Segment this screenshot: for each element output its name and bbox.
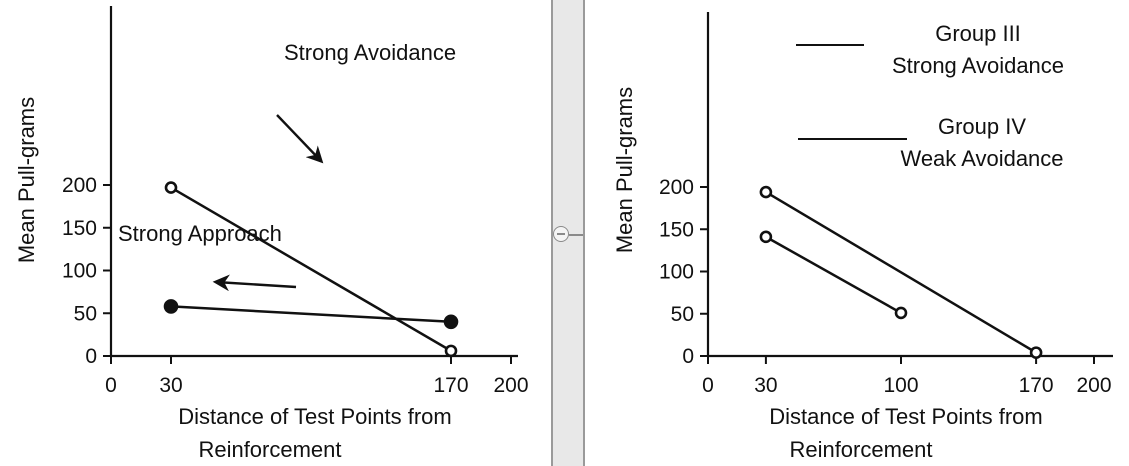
series-label: Group IV	[938, 114, 1026, 139]
x-axis-title-line2: Reinforcement	[198, 437, 341, 462]
left-chart-panel: 0 50 100 150 200 0 30 170 200 Distance of Test Po…	[0, 0, 551, 466]
data-point	[759, 230, 773, 244]
y-tick-label: 100	[62, 260, 97, 283]
x-tick-label: 200	[1076, 374, 1111, 397]
x-tick-label: 30	[754, 374, 777, 397]
data-point	[759, 185, 773, 199]
x-tick-label: 170	[1019, 374, 1054, 397]
y-tick-label: 150	[659, 218, 694, 241]
data-point	[164, 181, 178, 194]
series-label: Group III	[935, 21, 1021, 46]
x-tick-label: 100	[883, 374, 918, 397]
x-tick-label: 0	[702, 374, 714, 397]
y-tick-label: 150	[62, 217, 97, 240]
data-point	[1029, 346, 1043, 359]
splitter-left-edge	[551, 0, 553, 466]
right-chart-panel: 0 50 100 150 200 0 30 100 170 200 Distance of Test…	[585, 0, 1129, 466]
series-line	[170, 305, 452, 324]
approach-avoidance-chart: 0 50 100 150 200 0 30 170 200 Distance of Test Po…	[14, 6, 529, 462]
y-tick-label: 200	[62, 174, 97, 197]
splitter-right-edge	[583, 0, 585, 466]
x-tick-label: 30	[159, 374, 182, 397]
series-label: Strong Avoidance	[892, 53, 1064, 78]
x-axis-title: Distance of Test Points from	[178, 404, 452, 429]
y-tick-label: 0	[682, 345, 694, 368]
y-tick-label: 50	[671, 303, 694, 326]
x-axis-title-line2: Reinforcement	[789, 437, 932, 462]
x-tick-label: 0	[105, 374, 117, 397]
series-line	[170, 186, 452, 352]
x-tick-label: 170	[433, 374, 468, 397]
series-label: Strong Approach	[118, 221, 282, 246]
y-axis-title: Mean Pull-grams	[14, 97, 39, 263]
direction-arrow	[276, 114, 324, 164]
series-line	[765, 190, 1037, 354]
data-point	[163, 299, 179, 314]
y-tick-label: 100	[659, 261, 694, 284]
data-point	[443, 314, 459, 330]
direction-arrow	[212, 274, 297, 292]
y-tick-label: 200	[659, 176, 694, 199]
y-axis-title: Mean Pull-grams	[612, 87, 637, 253]
y-tick-label: 0	[85, 345, 97, 368]
series-line	[765, 235, 902, 314]
avoidance-groups-chart: 0 50 100 150 200 0 30 100 170 200 Distance of Test…	[612, 12, 1113, 462]
series-label: Strong Avoidance	[284, 40, 456, 65]
x-tick-label: 200	[493, 374, 528, 397]
data-point	[894, 306, 908, 320]
x-axis-title: Distance of Test Points from	[769, 404, 1043, 429]
data-point	[444, 344, 458, 358]
y-tick-label: 50	[74, 302, 97, 325]
series-label: Weak Avoidance	[900, 146, 1063, 171]
drag-handle-icon[interactable]	[553, 226, 569, 242]
divider-connector	[569, 234, 585, 236]
